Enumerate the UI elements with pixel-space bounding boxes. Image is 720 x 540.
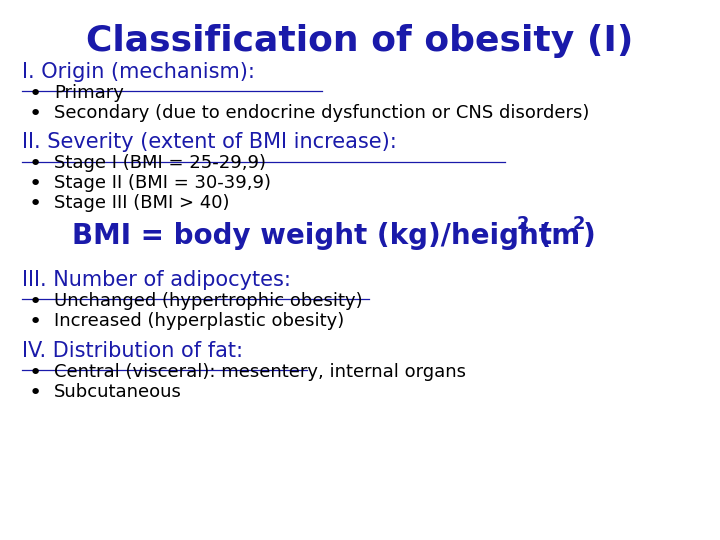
Text: •: • [29, 312, 42, 332]
Text: Secondary (due to endocrine dysfunction or CNS disorders): Secondary (due to endocrine dysfunction … [54, 104, 590, 122]
Text: Stage II (BMI = 30-39,9): Stage II (BMI = 30-39,9) [54, 174, 271, 192]
Text: 2: 2 [517, 215, 529, 233]
Text: Subcutaneous: Subcutaneous [54, 383, 182, 401]
Text: III. Number of adipocytes:: III. Number of adipocytes: [22, 270, 290, 290]
Text: BMI = body weight (kg)/height: BMI = body weight (kg)/height [72, 222, 552, 251]
Text: 2: 2 [573, 215, 585, 233]
Text: I. Origin (mechanism):: I. Origin (mechanism): [22, 62, 254, 82]
Text: •: • [29, 292, 42, 312]
Text: Increased (hyperplastic obesity): Increased (hyperplastic obesity) [54, 312, 344, 329]
Text: •: • [29, 363, 42, 383]
Text: (m: (m [529, 222, 580, 251]
Text: •: • [29, 174, 42, 194]
Text: •: • [29, 194, 42, 214]
Text: II. Severity (extent of BMI increase):: II. Severity (extent of BMI increase): [22, 132, 396, 152]
Text: Unchanged (hypertrophic obesity): Unchanged (hypertrophic obesity) [54, 292, 363, 309]
Text: Central (visceral): mesentery, internal organs: Central (visceral): mesentery, internal … [54, 363, 466, 381]
Text: ): ) [583, 222, 596, 251]
Text: IV. Distribution of fat:: IV. Distribution of fat: [22, 341, 243, 361]
Text: Stage I (BMI = 25-29,9): Stage I (BMI = 25-29,9) [54, 154, 266, 172]
Text: •: • [29, 84, 42, 104]
Text: Primary: Primary [54, 84, 124, 102]
Text: Classification of obesity (I): Classification of obesity (I) [86, 24, 634, 58]
Text: •: • [29, 104, 42, 124]
Text: •: • [29, 154, 42, 174]
Text: Stage III (BMI > 40): Stage III (BMI > 40) [54, 194, 230, 212]
Text: •: • [29, 383, 42, 403]
